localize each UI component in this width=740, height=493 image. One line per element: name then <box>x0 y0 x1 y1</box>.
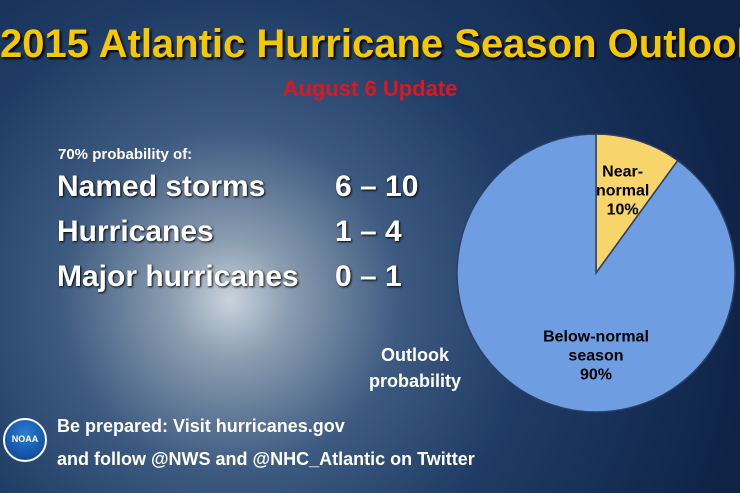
footer-line: Be prepared: Visit hurricanes.gov <box>57 416 345 436</box>
row-label: Named storms <box>57 170 266 203</box>
pie-slice <box>595 133 679 276</box>
row-label: Hurricanes <box>57 215 214 248</box>
logo-text: NOAA <box>11 434 39 444</box>
slice-label: Below-normal season 90% <box>516 328 676 385</box>
slice-value: 90% <box>579 366 613 384</box>
row-label: Major hurricanes <box>57 260 299 293</box>
slice-label: Near-normal 10% <box>593 163 653 220</box>
slice-name: Near-normal <box>595 163 650 200</box>
chart-caption: Outlook probability <box>368 345 461 391</box>
slice-name: Below-normal season <box>543 328 649 365</box>
title: 2015 Atlantic Hurricane Season Outlook <box>0 22 740 66</box>
note: 70% probability of: <box>58 146 193 163</box>
row-range: 6 – 10 <box>335 170 419 203</box>
row-range: 1 – 4 <box>335 215 402 248</box>
logo: NOAA <box>3 418 47 462</box>
footer-line: and follow @NWS and @NHC_Atlantic on Twi… <box>57 449 475 469</box>
row-range: 0 – 1 <box>335 260 402 293</box>
subtitle: August 6 Update <box>282 76 458 101</box>
slice-value: 10% <box>606 201 639 219</box>
pie-slice <box>456 133 736 413</box>
